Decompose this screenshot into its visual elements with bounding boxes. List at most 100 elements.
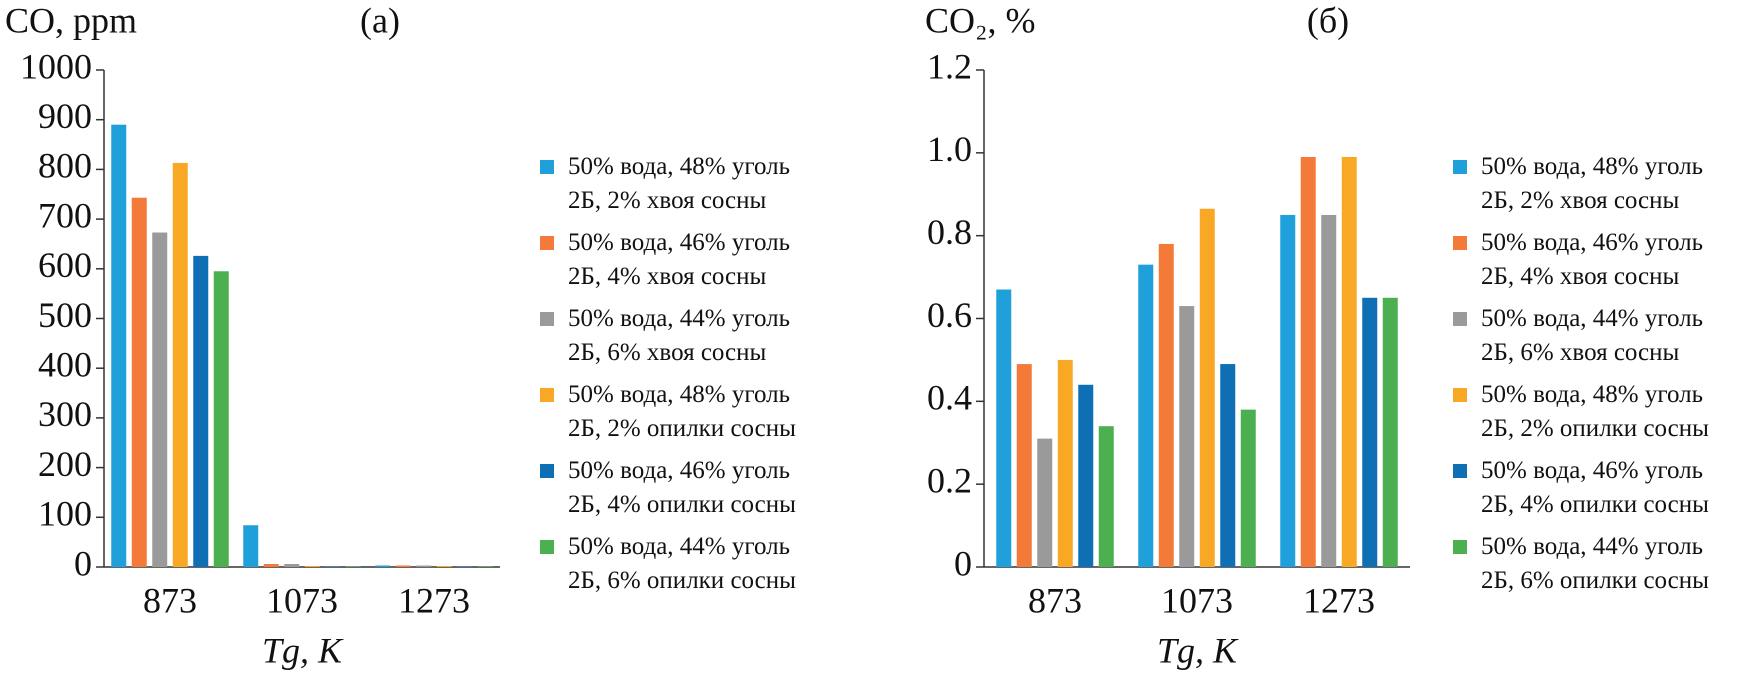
legend-entry: 50% вода, 48% уголь 2Б, 2% хвоя сосны: [540, 150, 790, 218]
x-tick-label: 1273: [398, 580, 470, 620]
bar: [243, 525, 259, 567]
legend-label: 50% вода, 44% уголь 2Б, 6% хвоя сосны: [1481, 305, 1704, 366]
legend-swatch: [540, 312, 554, 326]
y-tick-label: 700: [38, 195, 92, 235]
chart-title: (a): [360, 0, 400, 40]
bar: [213, 271, 229, 567]
legend-swatch: [1453, 388, 1467, 402]
bar: [1016, 364, 1032, 567]
legend-swatch: [1453, 464, 1467, 478]
legend-label: 50% вода, 48% уголь 2Б, 2% опилки сосны: [568, 381, 796, 442]
legend-label: 50% вода, 46% уголь 2Б, 4% опилки сосны: [1481, 457, 1709, 518]
bar: [111, 124, 127, 568]
legend-entry: 50% вода, 46% уголь 2Б, 4% опилки сосны: [1453, 454, 1709, 522]
legend-swatch: [540, 540, 554, 554]
legend-swatch: [1453, 540, 1467, 554]
legend-label: 50% вода, 44% уголь 2Б, 6% хвоя сосны: [568, 305, 791, 366]
legend-label: 50% вода, 44% уголь 2Б, 6% опилки сосны: [1481, 533, 1709, 594]
bar: [1220, 364, 1236, 567]
y-tick-label: 0.2: [927, 460, 972, 500]
legend-entry: 50% вода, 46% уголь 2Б, 4% хвоя сосны: [540, 226, 790, 294]
bar: [1138, 264, 1154, 567]
bar: [436, 566, 452, 567]
y-tick-label: 800: [38, 146, 92, 186]
bar: [131, 197, 147, 567]
legend-label: 50% вода, 46% уголь 2Б, 4% опилки сосны: [568, 457, 796, 518]
bar: [416, 565, 432, 567]
x-tick-label: 1073: [1161, 580, 1233, 620]
y-tick-label: 0.8: [927, 212, 972, 252]
y-tick-label: 600: [38, 245, 92, 285]
chart-title: (б): [1307, 0, 1349, 40]
legend-entry: 50% вода, 46% уголь 2Б, 4% опилки сосны: [540, 454, 796, 522]
y-tick-label: 0: [954, 543, 972, 583]
legend-swatch: [540, 160, 554, 174]
legend-label: 50% вода, 48% уголь 2Б, 2% хвоя сосны: [1481, 153, 1704, 214]
legend-entry: 50% вода, 48% уголь 2Б, 2% опилки сосны: [540, 378, 796, 446]
bar: [263, 564, 279, 567]
bar: [1341, 156, 1357, 567]
y-tick-label: 1000: [20, 46, 92, 86]
bar: [1300, 156, 1316, 567]
legend-swatch: [540, 464, 554, 478]
bar: [304, 566, 320, 567]
x-axis-label: Tg, K: [262, 630, 344, 670]
legend-swatch: [540, 236, 554, 250]
legend-entry: 50% вода, 48% уголь 2Б, 2% хвоя сосны: [1453, 150, 1703, 218]
bar: [1037, 438, 1053, 567]
y-tick-label: 500: [38, 295, 92, 335]
y-tick-label: 900: [38, 96, 92, 136]
y-tick-label: 0.4: [927, 378, 972, 418]
legend-entry: 50% вода, 44% уголь 2Б, 6% опилки сосны: [540, 530, 796, 598]
bar: [1199, 208, 1215, 567]
y-tick-label: 400: [38, 344, 92, 384]
y-tick-label: 0.6: [927, 295, 972, 335]
bar: [1321, 214, 1337, 568]
bar: [172, 162, 188, 567]
legend-entry: 50% вода, 44% уголь 2Б, 6% опилки сосны: [1453, 530, 1709, 598]
bar: [1158, 243, 1174, 567]
bar: [1240, 409, 1256, 567]
bar: [1078, 384, 1094, 567]
bar: [375, 565, 391, 567]
bar: [1280, 214, 1296, 568]
legend-swatch: [540, 388, 554, 402]
bar: [152, 232, 168, 568]
legend-label: 50% вода, 46% уголь 2Б, 4% хвоя сосны: [1481, 229, 1704, 290]
x-axis-label: Tg, K: [1157, 630, 1239, 670]
legend-swatch: [1453, 160, 1467, 174]
bar: [395, 565, 411, 567]
bar: [284, 564, 300, 567]
y-axis-label: CO, ppm: [5, 0, 137, 40]
legend-entry: 50% вода, 48% уголь 2Б, 2% опилки сосны: [1453, 378, 1709, 446]
bar: [1382, 297, 1398, 567]
legend-label: 50% вода, 46% уголь 2Б, 4% хвоя сосны: [568, 229, 791, 290]
y-tick-label: 200: [38, 444, 92, 484]
bar: [1179, 306, 1195, 567]
y-tick-label: 300: [38, 394, 92, 434]
bar: [1057, 359, 1073, 567]
legend-entry: 50% вода, 44% уголь 2Б, 6% хвоя сосны: [1453, 302, 1703, 370]
legend-entry: 50% вода, 44% уголь 2Б, 6% хвоя сосны: [540, 302, 790, 370]
y-axis-label: CO₂, %: [925, 0, 1036, 40]
y-tick-label: 0: [74, 543, 92, 583]
legend-label: 50% вода, 48% уголь 2Б, 2% хвоя сосны: [568, 153, 791, 214]
bar: [996, 289, 1012, 567]
legend-swatch: [1453, 312, 1467, 326]
y-tick-label: 1.2: [927, 46, 972, 86]
x-tick-label: 1073: [266, 580, 338, 620]
legend-swatch: [1453, 236, 1467, 250]
x-tick-label: 873: [143, 580, 197, 620]
x-tick-label: 873: [1028, 580, 1082, 620]
bar: [1362, 297, 1378, 567]
legend-label: 50% вода, 44% уголь 2Б, 6% опилки сосны: [568, 533, 796, 594]
bar: [1098, 426, 1114, 567]
y-tick-label: 1.0: [927, 129, 972, 169]
x-tick-label: 1273: [1303, 580, 1375, 620]
legend-label: 50% вода, 48% уголь 2Б, 2% опилки сосны: [1481, 381, 1709, 442]
y-tick-label: 100: [38, 494, 92, 534]
bar: [193, 255, 209, 568]
legend-entry: 50% вода, 46% уголь 2Б, 4% хвоя сосны: [1453, 226, 1703, 294]
